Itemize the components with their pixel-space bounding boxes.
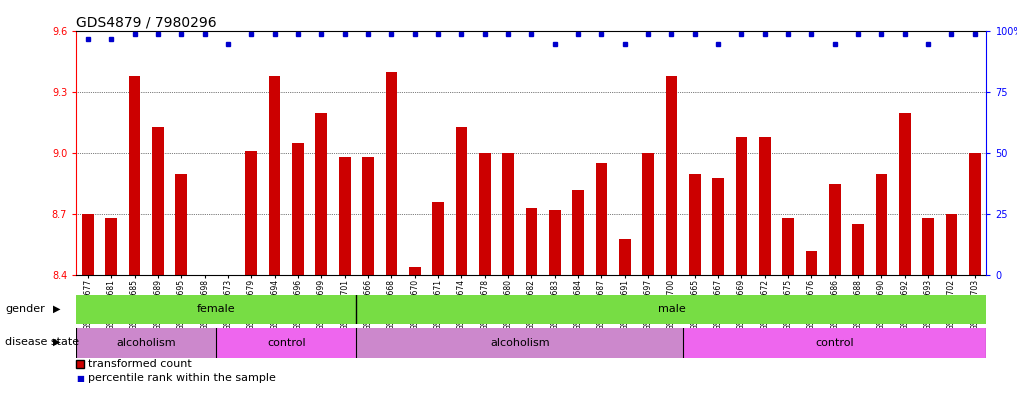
Bar — [549, 210, 560, 275]
Bar — [217, 328, 356, 358]
Bar — [82, 214, 94, 275]
Text: gender: gender — [5, 303, 45, 314]
Bar — [362, 157, 374, 275]
Bar — [268, 76, 281, 275]
Bar — [356, 328, 683, 358]
Bar — [712, 178, 724, 275]
Bar — [782, 218, 794, 275]
Text: male: male — [658, 305, 685, 314]
Bar — [176, 174, 187, 275]
Bar — [245, 151, 257, 275]
Bar — [315, 113, 327, 275]
Bar — [76, 328, 217, 358]
Bar — [759, 137, 771, 275]
Bar — [502, 153, 514, 275]
Bar — [689, 174, 701, 275]
Bar — [456, 127, 467, 275]
Bar — [876, 174, 887, 275]
Bar — [385, 72, 398, 275]
Bar — [899, 113, 910, 275]
Bar — [643, 153, 654, 275]
Text: transformed count: transformed count — [88, 359, 192, 369]
Bar — [76, 295, 356, 324]
Text: alcoholism: alcoholism — [490, 338, 549, 348]
Text: ▶: ▶ — [53, 303, 60, 314]
Text: female: female — [197, 305, 236, 314]
Bar — [596, 163, 607, 275]
Bar — [129, 76, 140, 275]
Bar — [479, 153, 490, 275]
Bar — [665, 76, 677, 275]
Bar — [619, 239, 631, 275]
Text: GDS4879 / 7980296: GDS4879 / 7980296 — [76, 16, 217, 30]
Bar — [573, 190, 584, 275]
Text: ■: ■ — [76, 374, 84, 383]
Text: percentile rank within the sample: percentile rank within the sample — [88, 373, 277, 384]
Text: ▶: ▶ — [53, 337, 60, 347]
Bar — [339, 157, 351, 275]
Text: control: control — [816, 338, 854, 348]
Bar — [946, 214, 957, 275]
Bar — [432, 202, 443, 275]
Bar — [683, 328, 986, 358]
Bar — [292, 143, 304, 275]
Bar — [735, 137, 747, 275]
Bar — [222, 275, 234, 279]
Bar — [805, 251, 818, 275]
Bar — [852, 224, 864, 275]
Text: disease state: disease state — [5, 337, 79, 347]
Bar — [829, 184, 841, 275]
Bar — [922, 218, 934, 275]
Bar — [356, 295, 986, 324]
Bar — [526, 208, 537, 275]
Bar — [409, 267, 420, 275]
Bar — [106, 218, 117, 275]
Text: alcoholism: alcoholism — [117, 338, 176, 348]
Bar — [969, 153, 980, 275]
Bar — [153, 127, 164, 275]
Text: control: control — [267, 338, 306, 348]
